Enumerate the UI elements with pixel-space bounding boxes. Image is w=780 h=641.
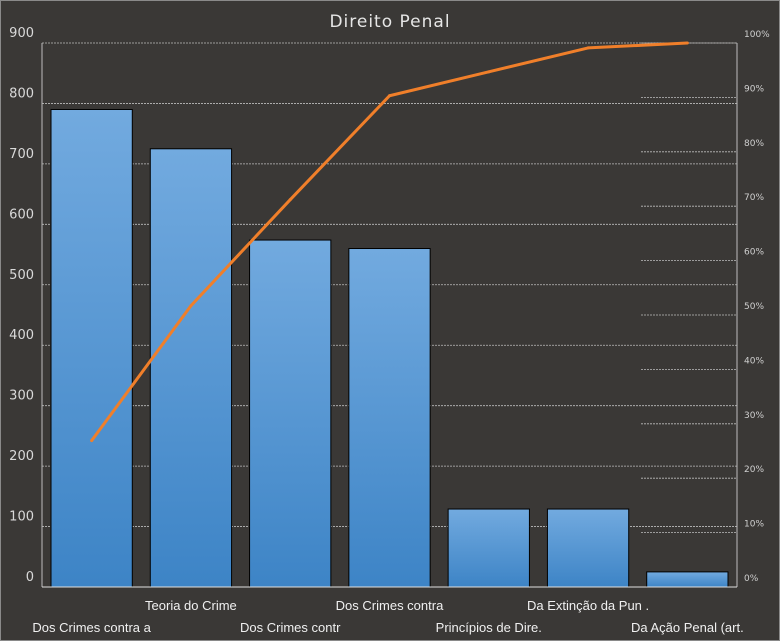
y2-tick-label: 100%: [744, 30, 770, 40]
y-tick-label: 0: [26, 570, 34, 585]
chart-title: Direito Penal: [329, 12, 450, 32]
y2-tick-label: 50%: [744, 302, 764, 312]
bar: [348, 248, 431, 588]
cumulative-point: [288, 198, 292, 202]
y2-tick-label: 10%: [744, 520, 764, 530]
x-tick-label: Dos Crimes contra a: [32, 620, 151, 635]
y-tick-label: 100: [9, 510, 34, 525]
cumulative-point: [90, 439, 94, 443]
y-tick-label: 500: [9, 268, 34, 283]
x-tick-label: Dos Crimes contr: [240, 620, 341, 635]
y-tick-label: 900: [9, 26, 34, 41]
bar: [546, 508, 630, 588]
cumulative-point: [586, 46, 590, 50]
bar: [646, 571, 729, 588]
x-tick-label: Da Extinção da Pun .: [527, 598, 649, 613]
y2-tick-label: 70%: [744, 193, 764, 203]
y2-tick-label: 30%: [744, 411, 764, 421]
y2-tick-label: 0%: [744, 574, 759, 584]
y-tick-label: 300: [9, 389, 34, 404]
bar: [447, 508, 530, 588]
x-tick-label: Teoria do Crime: [145, 598, 237, 613]
y2-tick-label: 60%: [744, 248, 764, 258]
y-tick-label: 200: [9, 449, 34, 464]
bar: [149, 148, 233, 588]
x-tick-label: Da Ação Penal (art.: [631, 620, 744, 635]
bar: [50, 108, 133, 588]
y-tick-label: 400: [9, 328, 34, 343]
cumulative-point: [189, 304, 193, 308]
y2-tick-label: 80%: [744, 139, 764, 149]
bar: [249, 239, 332, 588]
y-tick-label: 800: [9, 86, 34, 101]
y2-tick-label: 40%: [744, 356, 764, 366]
y-tick-label: 700: [9, 147, 34, 162]
x-tick-label: Dos Crimes contra: [336, 598, 444, 613]
cumulative-point: [487, 70, 491, 74]
y2-tick-label: 90%: [744, 84, 764, 94]
y-tick-label: 600: [9, 207, 34, 222]
cumulative-point: [388, 94, 391, 98]
y2-tick-label: 20%: [744, 465, 764, 475]
cumulative-point: [685, 41, 689, 45]
x-tick-label: Princípios de Dire.: [436, 620, 542, 635]
